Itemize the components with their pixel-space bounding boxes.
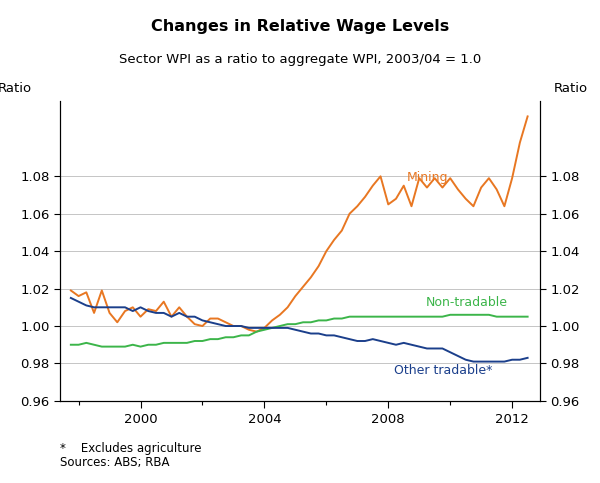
Text: Ratio: Ratio xyxy=(554,83,588,96)
Text: Sources: ABS; RBA: Sources: ABS; RBA xyxy=(60,456,170,469)
Text: Ratio: Ratio xyxy=(0,83,32,96)
Text: Sector WPI as a ratio to aggregate WPI, 2003/04 = 1.0: Sector WPI as a ratio to aggregate WPI, … xyxy=(119,53,481,66)
Text: Non-tradable: Non-tradable xyxy=(425,296,508,309)
Text: Other tradable*: Other tradable* xyxy=(394,364,493,377)
Text: *    Excludes agriculture: * Excludes agriculture xyxy=(60,442,202,455)
Text: Mining: Mining xyxy=(407,171,448,184)
Text: Changes in Relative Wage Levels: Changes in Relative Wage Levels xyxy=(151,19,449,34)
